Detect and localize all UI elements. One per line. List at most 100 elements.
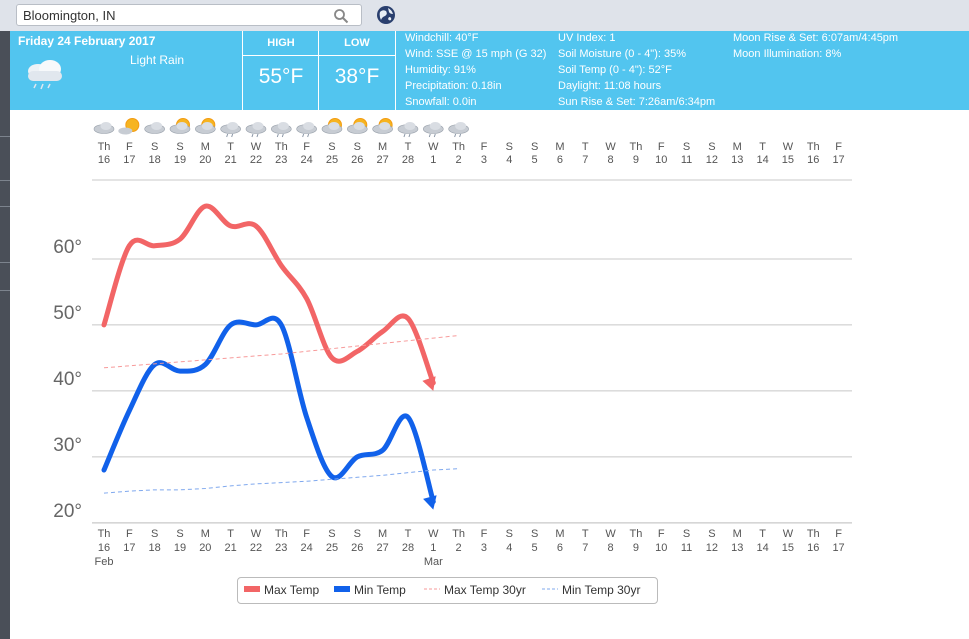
location-search-input[interactable]: Bloomington, IN (16, 4, 362, 26)
top-day-dow: T (405, 141, 412, 153)
top-day-dow: M (733, 141, 742, 153)
cloud-top-icon (455, 122, 467, 130)
x-tick-date: 17 (123, 542, 135, 554)
windchill-text: Windchill: 40°F (405, 32, 479, 44)
x-tick-date: 27 (377, 542, 389, 554)
top-day-dow: F (126, 141, 133, 153)
top-day-dow: F (835, 141, 842, 153)
top-day-dow: S (328, 141, 335, 153)
top-day-date: 5 (532, 154, 538, 166)
x-tick-dow: T (405, 528, 412, 540)
y-tick-label: 60° (53, 237, 82, 258)
y-tick-label: 30° (53, 435, 82, 456)
details-column-1: Windchill: 40°F Wind: SSE @ 15 mph (G 32… (405, 30, 546, 110)
top-day-date: 24 (301, 154, 313, 166)
top-day-dow: S (176, 141, 183, 153)
top-day-dow: S (683, 141, 690, 153)
x-tick-dow: S (328, 528, 335, 540)
snowfall-text: Snowfall: 0.0in (405, 96, 477, 108)
x-tick-date: 16 (98, 542, 110, 554)
low-temp-box: LOW 38°F (318, 31, 396, 110)
top-day-dow: F (658, 141, 665, 153)
cloud-top-icon (151, 122, 163, 130)
x-tick-dow: M (378, 528, 387, 540)
rain-drop-icon (226, 133, 229, 138)
top-day-dow: W (783, 141, 794, 153)
rain-drop-icon (231, 133, 234, 138)
top-day-date: 16 (807, 154, 819, 166)
rain-drop-icon (459, 133, 462, 138)
x-tick-date: 14 (756, 542, 768, 554)
x-tick-dow: W (605, 528, 616, 540)
top-day-dow: W (428, 141, 439, 153)
x-tick-date: 28 (402, 542, 414, 554)
legend-label-max-temp-30yr[interactable]: Max Temp 30yr (444, 583, 526, 597)
x-tick-date: 4 (506, 542, 512, 554)
top-day-dow: S (354, 141, 361, 153)
x-tick-dow: S (506, 528, 513, 540)
top-day-date: 22 (250, 154, 262, 166)
search-input-value[interactable]: Bloomington, IN (23, 8, 116, 23)
globe-icon[interactable] (376, 5, 396, 25)
legend-swatch-max-temp (244, 586, 260, 592)
moon-illumination-text: Moon Illumination: 8% (733, 48, 842, 60)
x-tick-dow: T (227, 528, 234, 540)
cloud-top-icon (176, 122, 188, 130)
top-day-dow: T (582, 141, 589, 153)
rain-drop-icon (403, 133, 406, 138)
top-day-date: 21 (225, 154, 237, 166)
top-day-date: 19 (174, 154, 186, 166)
top-day-dow: Th (807, 141, 820, 153)
x-tick-date: 8 (608, 542, 614, 554)
x-tick-dow: S (354, 528, 361, 540)
top-day-dow: W (251, 141, 262, 153)
top-day-dow: S (708, 141, 715, 153)
cloud-top-icon (277, 122, 289, 130)
current-conditions-panel: Friday 24 February 2017 Light Rain HIGH … (10, 31, 969, 110)
high-temp-value: 55°F (258, 65, 304, 88)
series-arrow-max-temp (422, 376, 436, 391)
x-tick-dow: S (708, 528, 715, 540)
y-tick-label: 50° (53, 303, 82, 324)
x-tick-date: 9 (633, 542, 639, 554)
top-day-date: 25 (326, 154, 338, 166)
legend-label-min-temp-30yr[interactable]: Min Temp 30yr (562, 583, 641, 597)
low-temp-value: 38°F (334, 65, 380, 88)
x-tick-dow: Th (275, 528, 288, 540)
x-tick-date: 24 (301, 542, 313, 554)
x-tick-date: 17 (832, 542, 844, 554)
top-day-date: 12 (706, 154, 718, 166)
x-tick-date: 26 (351, 542, 363, 554)
series-arrow-min-temp (423, 495, 437, 510)
x-tick-date: 22 (250, 542, 262, 554)
top-day-date: 14 (756, 154, 768, 166)
rain-cloud-icon (28, 60, 62, 90)
legend-label-max-temp[interactable]: Max Temp (264, 583, 320, 597)
search-icon[interactable] (333, 8, 349, 24)
x-tick-dow: W (783, 528, 794, 540)
chart-legend: Max Temp Min Temp Max Temp 30yr Min Temp… (237, 577, 658, 604)
x-tick-date: 23 (275, 542, 287, 554)
top-day-dow: M (555, 141, 564, 153)
top-day-date: 18 (149, 154, 161, 166)
rain-drop-icon (428, 133, 431, 138)
top-day-date: 15 (782, 154, 794, 166)
top-day-dow: M (378, 141, 387, 153)
cloud-top-icon (252, 122, 264, 130)
cloud-top-icon (429, 122, 441, 130)
x-tick-date: 15 (782, 542, 794, 554)
x-tick-date: 25 (326, 542, 338, 554)
top-day-date: 4 (506, 154, 512, 166)
rain-drop-icon (251, 133, 254, 138)
current-date: Friday 24 February 2017 (18, 34, 156, 48)
cloud-top-icon (353, 122, 365, 130)
legend-label-min-temp[interactable]: Min Temp (354, 583, 406, 597)
x-tick-dow: S (683, 528, 690, 540)
cloud-top-icon (328, 122, 340, 130)
x-tick-dow: Th (630, 528, 643, 540)
top-day-date: 10 (655, 154, 667, 166)
cloud-top-icon (379, 122, 391, 130)
high-label: HIGH (267, 37, 295, 49)
series-line-max-temp (101, 203, 436, 386)
x-tick-dow: F (835, 528, 842, 540)
